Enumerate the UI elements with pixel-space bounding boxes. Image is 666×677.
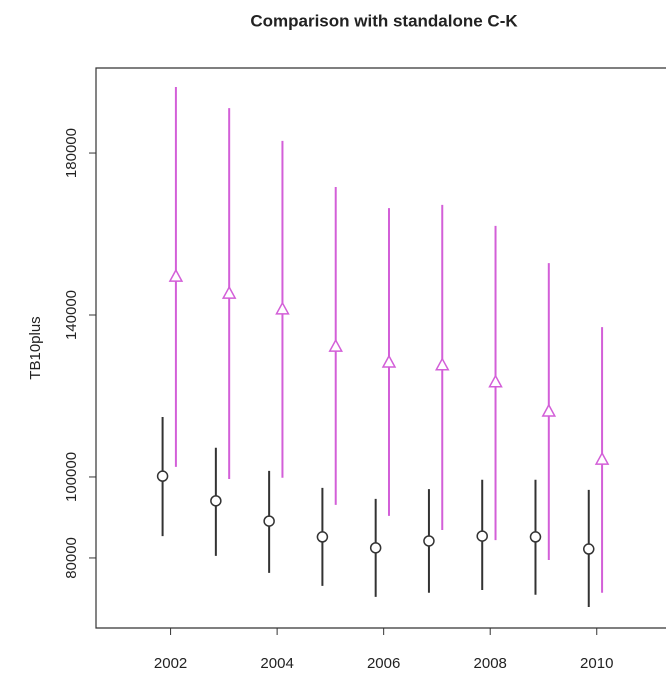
y-tick-label: 140000	[63, 290, 80, 340]
point	[156, 470, 169, 482]
point	[529, 531, 542, 543]
point	[488, 374, 503, 388]
point	[328, 338, 343, 352]
x-tick-label: 2006	[367, 655, 400, 672]
x-tick-label: 2002	[154, 655, 187, 672]
point	[476, 530, 488, 542]
point	[583, 543, 595, 555]
point	[381, 354, 397, 368]
x-tick-label: 2010	[580, 655, 613, 672]
point	[423, 535, 435, 547]
point	[594, 451, 610, 465]
x-tick-label: 2004	[260, 655, 293, 672]
chart-title: Comparison with standalone C-K	[250, 11, 518, 30]
plot-frame	[95, 67, 666, 629]
point	[210, 495, 222, 507]
point	[369, 542, 382, 554]
point	[168, 268, 184, 282]
point	[434, 357, 450, 371]
point	[275, 301, 290, 315]
point	[541, 403, 557, 417]
y-tick-label: 100000	[63, 452, 80, 502]
point	[316, 531, 329, 543]
point	[263, 515, 275, 527]
y-axis-label: TB10plus	[27, 316, 44, 379]
x-tick-label: 2008	[474, 655, 507, 672]
y-tick-label: 80000	[63, 537, 80, 579]
y-tick-label: 180000	[63, 128, 80, 178]
point	[221, 285, 237, 299]
